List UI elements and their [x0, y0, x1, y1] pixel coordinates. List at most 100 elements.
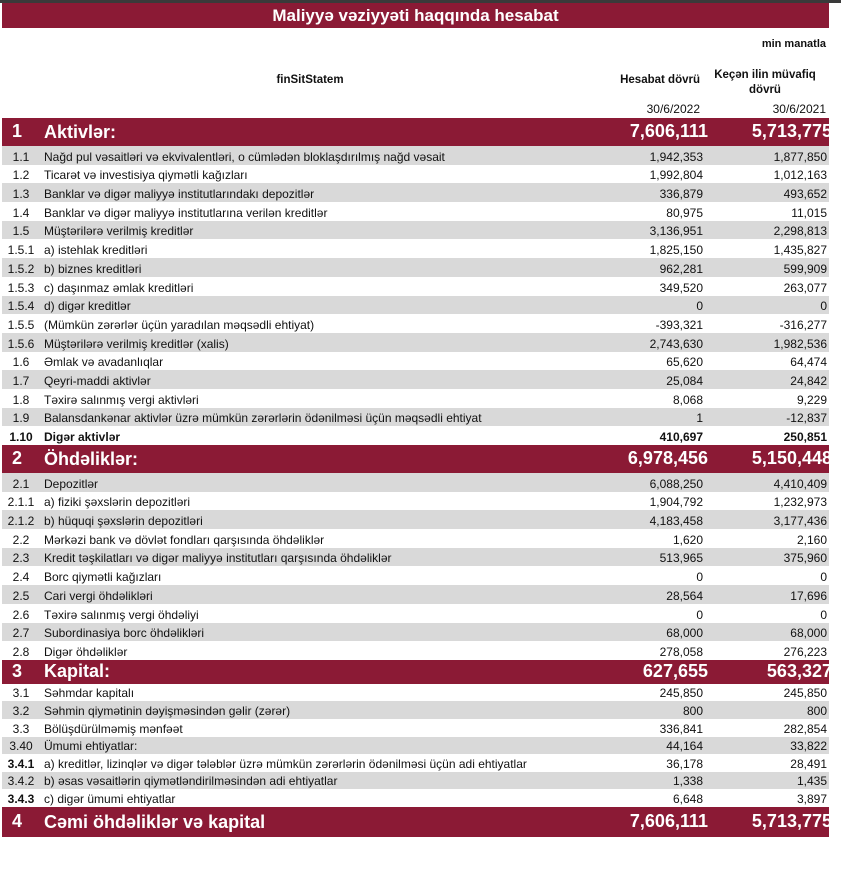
row-current-value: 6,648 — [672, 792, 703, 807]
row-number: 3.4.2 — [7, 774, 35, 789]
row-current-value: 1,992,804 — [649, 168, 703, 183]
table-row: 1.9 Balansdankənar aktivlər üzrə mümkün z… — [2, 407, 829, 427]
row-label: Kredit təşkilatları və digər maliyyə ins… — [44, 551, 392, 566]
row-number: 2.6 — [12, 607, 30, 622]
section-title: Öhdəliklər: — [44, 448, 139, 469]
row-current-value: 1 — [696, 411, 703, 426]
row-current-value: 513,965 — [659, 551, 703, 566]
section-number: 4 — [11, 811, 22, 832]
row-current-value: 6,088,250 — [649, 476, 703, 491]
section-previous-total: 5,713,775 — [751, 121, 832, 141]
row-current-value: 25,084 — [666, 373, 703, 388]
table-row: 1.10 Digər aktivlər 410,697 250,851 — [2, 426, 829, 445]
unit-label: min manatla — [761, 38, 826, 50]
row-previous-value: 1,012,163 — [773, 168, 827, 183]
row-number: 1.6 — [12, 355, 30, 370]
row-current-value: 349,520 — [659, 280, 703, 295]
row-number: 1.5.5 — [7, 317, 35, 332]
row-label: Ümumi ehtiyatlar: — [44, 739, 138, 754]
section-number: 3 — [11, 660, 22, 681]
row-number: 1.5 — [12, 224, 30, 239]
row-number: 1.1 — [12, 149, 30, 164]
row-previous-value: 11,015 — [791, 205, 827, 220]
section-header-row: 2 Öhdəliklər: 6,978,456 5,150,448 — [2, 445, 832, 473]
row-previous-value: 3,897 — [796, 792, 827, 807]
row-current-value: 962,281 — [659, 261, 703, 276]
table-row: 3.2 Səhmin qiymətinin dəyişməsindən gəlir… — [2, 701, 829, 720]
row-previous-value: -12,837 — [786, 411, 827, 426]
row-current-value: 65,620 — [666, 355, 703, 370]
row-label: (Mümkün zərərlər üçün yaradılan məqsədli… — [44, 317, 315, 332]
row-number: 1.4 — [12, 205, 30, 220]
section-previous-total: 5,713,775 — [751, 811, 832, 832]
row-previous-value: 4,410,409 — [773, 476, 827, 491]
row-label: Subordinasiya borc öhdəlikləri — [44, 626, 205, 641]
row-current-value: 336,879 — [659, 187, 703, 202]
table-row: 3.4.2 b) əsas vəsaitlərin qiymətləndirilm… — [2, 771, 829, 790]
row-label: a) fiziki şəxslərin depozitləri — [44, 495, 191, 510]
row-label: b) hüquqi şəxslərin depozitləri — [44, 514, 203, 529]
table-row: 2.6 Təxirə salınmış vergi öhdəliyi 0 0 — [2, 604, 829, 623]
row-previous-value: 28,491 — [790, 756, 827, 771]
row-current-value: 1,825,150 — [649, 243, 703, 258]
table-row: 2.5 Cari vergi öhdəlikləri 28,564 17,696 — [2, 585, 829, 604]
row-label: Nağd pul vəsaitləri və ekvivalentləri, o… — [44, 149, 445, 164]
table-row: 3.40 Ümumi ehtiyatlar: 44,164 33,822 — [2, 736, 829, 755]
row-number: 2.1 — [12, 476, 30, 491]
row-number: 3.3 — [12, 721, 30, 736]
row-number: 2.4 — [12, 570, 30, 585]
table-row: 1.6 Əmlak və avadanlıqlar 65,620 64,474 — [2, 352, 829, 371]
table-row: 1.4 Banklar və digər maliyyə institutları… — [2, 202, 829, 221]
row-previous-value: 24,842 — [790, 373, 827, 388]
row-label: Cari vergi öhdəlikləri — [44, 588, 153, 603]
table-row: 2.4 Borc qiymətli kağızları 0 0 — [2, 566, 829, 585]
table-row: 2.1 Depozitlər 6,088,250 4,410,409 — [2, 473, 829, 492]
row-current-value: 0 — [696, 299, 703, 314]
row-previous-value: 800 — [806, 704, 827, 719]
row-number: 1.5.1 — [7, 243, 35, 258]
section-title: Aktivlər: — [44, 121, 117, 142]
row-number: 3.4.3 — [7, 792, 35, 807]
row-current-value: 36,178 — [666, 756, 703, 771]
row-previous-value: 0 — [820, 570, 827, 585]
table-row: 1.5.2 b) biznes kreditləri 962,281 599,909 — [2, 258, 829, 277]
row-label: b) biznes kreditləri — [44, 261, 142, 276]
row-number: 1.3 — [12, 187, 30, 202]
row-previous-value: 1,232,973 — [773, 495, 827, 510]
section-number: 2 — [11, 448, 22, 468]
table-row: 2.8 Digər öhdəliklər 278,058 276,223 — [2, 641, 829, 660]
row-label: Səhmdar kapitalı — [44, 686, 135, 701]
row-number: 3.2 — [12, 704, 30, 719]
row-previous-value: 375,960 — [783, 551, 827, 566]
row-label: d) digər kreditlər — [44, 299, 131, 314]
row-current-value: 2,743,630 — [649, 336, 703, 351]
row-previous-value: 493,652 — [783, 187, 827, 202]
table-row: 1.5.6 Müştərilərə verilmiş kreditlər (xal… — [2, 332, 829, 352]
row-label: Bölüşdürülməmiş mənfəət — [44, 721, 183, 736]
row-number: 2.5 — [12, 588, 30, 603]
row-label: a) kreditlər, lizinqlər və digər tələblə… — [44, 756, 527, 771]
row-label: Müştərilərə verilmiş kreditlər (xalis) — [44, 336, 229, 351]
row-previous-value: 3,177,436 — [773, 514, 827, 529]
row-label: Ticarət və investisiya qiymətli kağızlar… — [44, 168, 248, 183]
table-row: 1.5.5 (Mümkün zərərlər üçün yaradılan məq… — [2, 314, 829, 333]
row-label: c) daşınmaz əmlak kreditləri — [44, 280, 194, 295]
section-current-total: 627,655 — [642, 660, 708, 681]
row-previous-value: 263,077 — [783, 280, 827, 295]
row-previous-value: 64,474 — [790, 355, 827, 370]
row-previous-value: 1,877,850 — [773, 149, 827, 164]
table-row: 1.7 Qeyri-maddi aktivlər 25,084 24,842 — [2, 370, 829, 389]
row-previous-value: 0 — [820, 299, 827, 314]
row-current-value: 4,183,458 — [649, 514, 703, 529]
current-date: 30/6/2022 — [646, 102, 700, 116]
row-number: 1.2 — [12, 168, 30, 183]
row-current-value: 28,564 — [666, 588, 703, 603]
row-previous-value: 33,822 — [790, 739, 827, 754]
row-previous-value: 599,909 — [783, 261, 827, 276]
table-row: 3.3 Bölüşdürülməmiş mənfəət 336,841 282,854 — [2, 719, 829, 737]
section-header-row: 4 Cəmi öhdəliklər və kapital 7,606,111 5,71… — [2, 807, 832, 838]
table-row: 2.3 Kredit təşkilatları və digər maliyyə … — [2, 547, 829, 567]
row-previous-value: 1,435 — [796, 774, 827, 789]
table-row: 1.5.1 a) istehlak kreditləri 1,825,150 1,43… — [2, 239, 829, 258]
row-label: Banklar və digər maliyyə institutlarına … — [44, 205, 328, 220]
